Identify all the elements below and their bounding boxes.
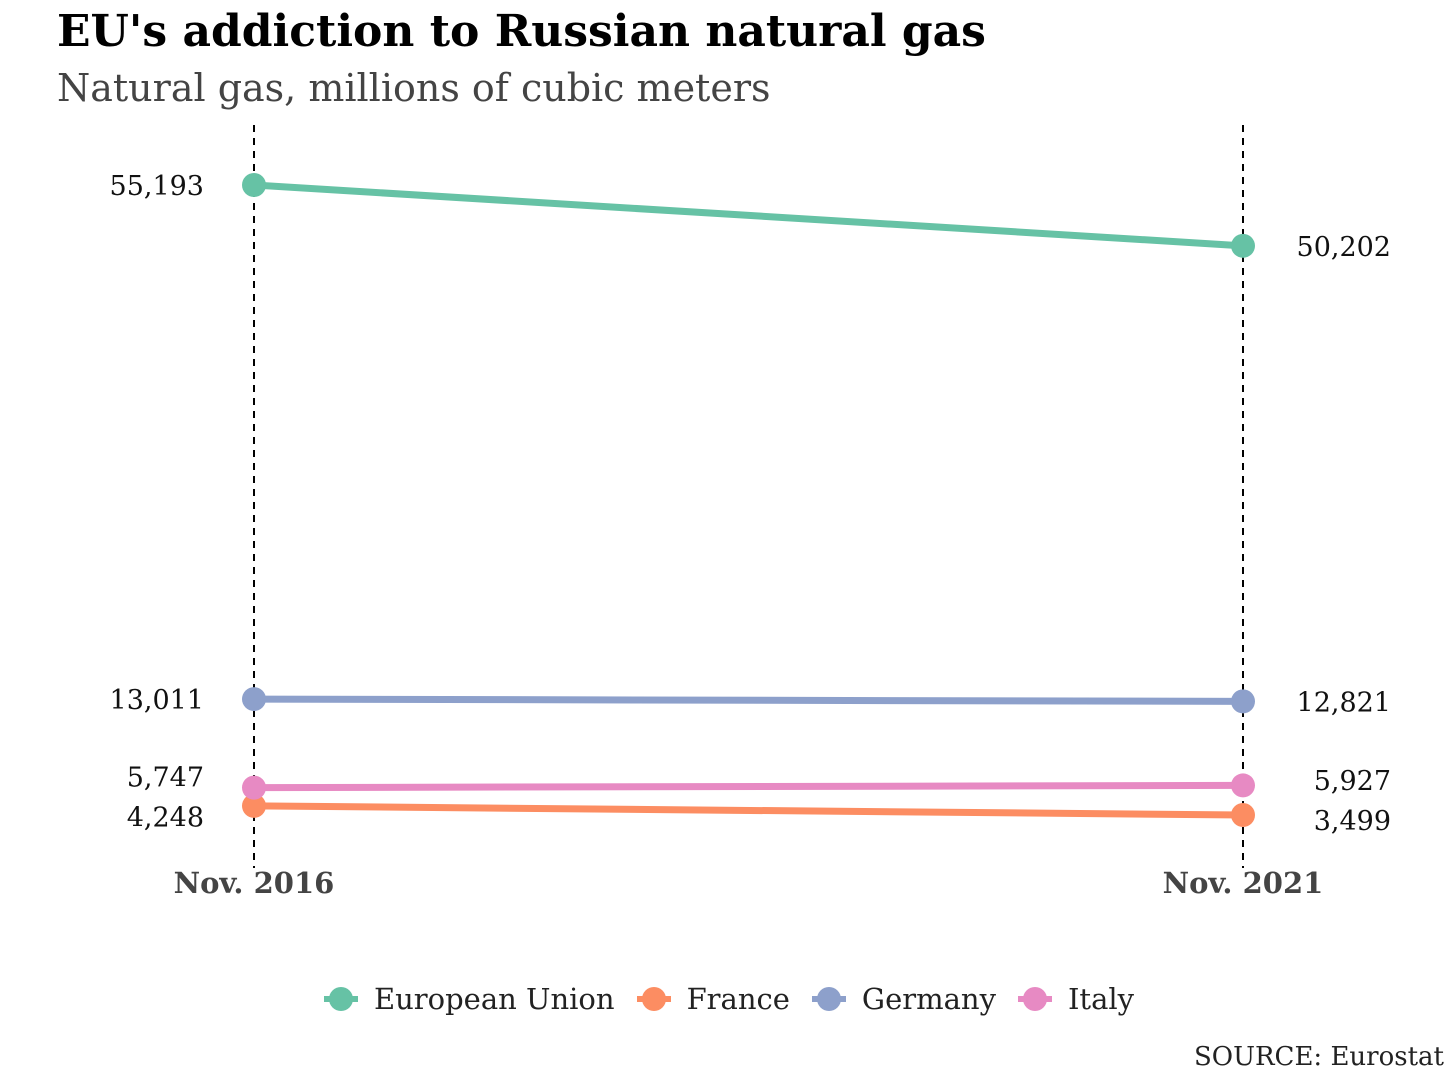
data-point-france-nov-2016 bbox=[242, 793, 266, 818]
series-line-european-union bbox=[250, 181, 1247, 250]
legend-key-france bbox=[636, 987, 671, 1011]
source-note: SOURCE: Eurostat bbox=[1193, 1042, 1444, 1072]
legend-item-france: France bbox=[635, 980, 790, 1018]
value-label-germany-nov-2021: 12,821 bbox=[1297, 687, 1391, 718]
value-label-italy-nov-2016: 5,747 bbox=[127, 763, 204, 794]
legend-item-germany: Germany bbox=[810, 980, 996, 1018]
value-label-france-nov-2016: 4,248 bbox=[127, 803, 204, 834]
data-point-germany-nov-2016 bbox=[242, 687, 266, 712]
legend-key-european-union bbox=[323, 987, 358, 1011]
legend-item-european-union: European Union bbox=[322, 980, 615, 1018]
x-tick-label-nov-2016: Nov. 2016 bbox=[174, 866, 335, 900]
legend-label-france: France bbox=[686, 982, 790, 1016]
legend-key-italy bbox=[1017, 987, 1052, 1011]
chart-title: EU's addiction to Russian natural gas bbox=[57, 6, 986, 57]
legend-item-italy: Italy bbox=[1016, 980, 1134, 1018]
data-point-european-union-nov-2016 bbox=[242, 173, 266, 197]
data-point-italy-nov-2021 bbox=[1231, 773, 1255, 798]
data-point-germany-nov-2021 bbox=[1231, 689, 1255, 714]
data-point-france-nov-2021 bbox=[1231, 803, 1255, 827]
legend: European Union France Germany Italy bbox=[0, 980, 1456, 1018]
data-point-italy-nov-2016 bbox=[242, 775, 266, 800]
legend-label-germany: Germany bbox=[861, 982, 996, 1016]
x-tick-label-nov-2021: Nov. 2021 bbox=[1163, 866, 1324, 900]
value-label-germany-nov-2016: 13,011 bbox=[110, 685, 204, 716]
chart-subtitle: Natural gas, millions of cubic meters bbox=[57, 66, 771, 110]
value-label-italy-nov-2021: 5,927 bbox=[1314, 766, 1391, 797]
value-label-european-union-nov-2016: 55,193 bbox=[110, 171, 204, 202]
series-line-france bbox=[250, 802, 1247, 819]
legend-key-germany bbox=[811, 987, 846, 1011]
legend-label-european-union: European Union bbox=[373, 982, 615, 1016]
legend-label-italy: Italy bbox=[1067, 982, 1135, 1016]
value-label-france-nov-2021: 3,499 bbox=[1314, 806, 1391, 837]
series-line-germany bbox=[250, 695, 1247, 705]
value-label-european-union-nov-2021: 50,202 bbox=[1297, 232, 1391, 263]
series-line-italy bbox=[250, 781, 1247, 792]
data-point-european-union-nov-2021 bbox=[1231, 233, 1255, 258]
